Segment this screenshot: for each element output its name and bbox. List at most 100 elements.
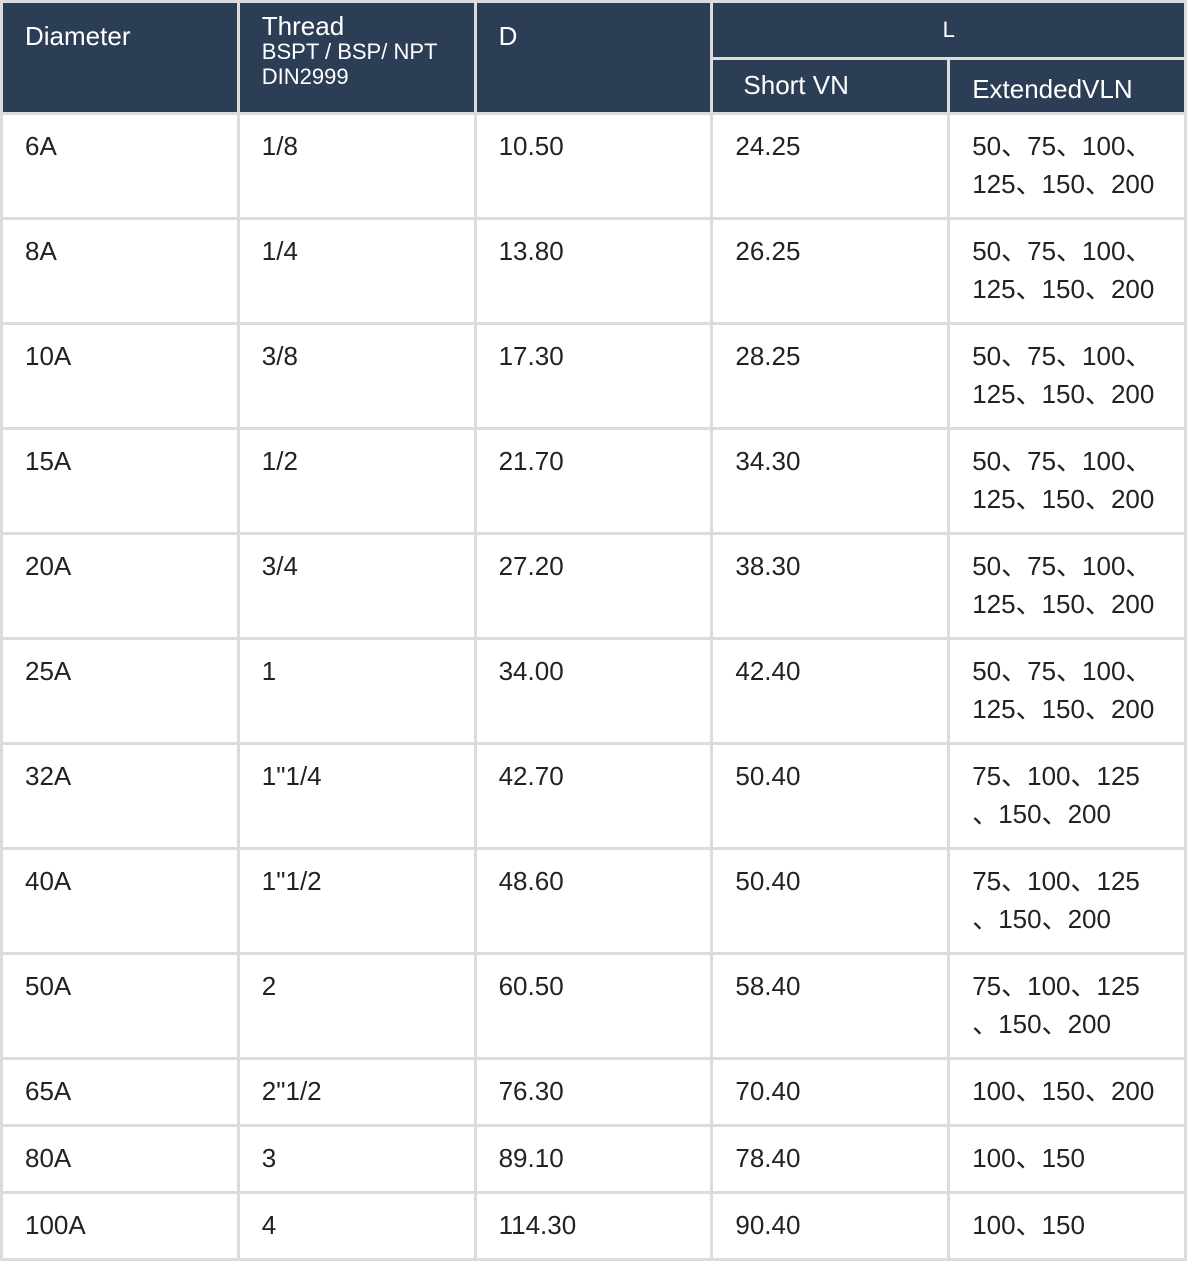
cell-line: 125、150、200 (972, 484, 1155, 514)
table-row: 50A 2 60.50 58.40 75、100、125 、150、200 (3, 955, 1184, 1057)
table-cell: 27.20 (476, 535, 711, 637)
table-row: 40A 1"1/2 48.60 50.40 75、100、125 、150、200 (3, 850, 1184, 952)
header-cell: D (476, 3, 711, 112)
table-cell: 10A (3, 325, 237, 427)
table-cell: 50、75、100、 125、150、200 (950, 430, 1184, 532)
table-cell: 4 (239, 1194, 474, 1258)
table-cell: 1/4 (239, 220, 474, 322)
table-cell: 114.30 (476, 1194, 711, 1258)
table-cell: 26.25 (713, 220, 948, 322)
cell-line: 100、150、200 (972, 1076, 1155, 1106)
table-cell: 1/8 (239, 115, 474, 217)
header-text: DIN2999 (261, 64, 349, 89)
cell-line: 125、150、200 (972, 589, 1155, 619)
table-cell: 15A (3, 430, 237, 532)
cell-line: 125、150、200 (972, 694, 1155, 724)
table-row: 8A 1/4 13.80 26.25 50、75、100、 125、150、200 (3, 220, 1184, 322)
table-cell: 1"1/2 (239, 850, 474, 952)
table-cell: 32A (3, 745, 237, 847)
table-cell: 50、75、100、 125、150、200 (950, 535, 1184, 637)
table-cell: 17.30 (476, 325, 711, 427)
table-cell: 1/2 (239, 430, 474, 532)
table-row: 100A 4 114.30 90.40 100、150 (3, 1194, 1184, 1258)
cell-line: 75、100、125 (972, 866, 1140, 896)
table-cell: 42.40 (713, 640, 948, 742)
header-cell: Diameter (3, 3, 237, 112)
table-cell: 3/4 (239, 535, 474, 637)
cell-line: 50、75、100、 (972, 551, 1152, 581)
header-cell: ExtendedVLN (950, 60, 1184, 112)
table-cell: 13.80 (476, 220, 711, 322)
cell-line: 100、150 (972, 1210, 1085, 1240)
table-cell: 100、150、200 (950, 1060, 1184, 1124)
table-cell: 50、75、100、 125、150、200 (950, 640, 1184, 742)
table-cell: 60.50 (476, 955, 711, 1057)
cell-line: 75、100、125 (972, 971, 1140, 1001)
table-cell: 21.70 (476, 430, 711, 532)
cell-line: 50、75、100、 (972, 131, 1152, 161)
table-row: 15A 1/2 21.70 34.30 50、75、100、 125、150、200 (3, 430, 1184, 532)
cell-line: 、150、200 (972, 1009, 1111, 1039)
cell-line: 、150、200 (972, 799, 1111, 829)
table-row: 10A 3/8 17.30 28.25 50、75、100、 125、150、200 (3, 325, 1184, 427)
table-cell: 75、100、125 、150、200 (950, 850, 1184, 952)
table-body: 6A 1/8 10.50 24.25 50、75、100、 125、150、200 8A 1/… (3, 115, 1184, 1258)
cell-line: 125、150、200 (972, 169, 1155, 199)
cell-line: 、150、200 (972, 904, 1111, 934)
table-cell: 50、75、100、 125、150、200 (950, 220, 1184, 322)
table-cell: 80A (3, 1127, 237, 1191)
table-row: 25A 1 34.00 42.40 50、75、100、 125、150、200 (3, 640, 1184, 742)
table-cell: 58.40 (713, 955, 948, 1057)
table-cell: 25A (3, 640, 237, 742)
table-cell: 50.40 (713, 850, 948, 952)
table-cell: 70.40 (713, 1060, 948, 1124)
table-cell: 50.40 (713, 745, 948, 847)
table-cell: 2 (239, 955, 474, 1057)
table-row: 20A 3/4 27.20 38.30 50、75、100、 125、150、200 (3, 535, 1184, 637)
cell-line: 50、75、100、 (972, 236, 1152, 266)
table-cell: 38.30 (713, 535, 948, 637)
header-cell: Short VN (713, 60, 948, 112)
table-cell: 90.40 (713, 1194, 948, 1258)
table-cell: 6A (3, 115, 237, 217)
table-row: 6A 1/8 10.50 24.25 50、75、100、 125、150、200 (3, 115, 1184, 217)
table-cell: 2"1/2 (239, 1060, 474, 1124)
table-cell: 34.00 (476, 640, 711, 742)
table-cell: 100、150 (950, 1127, 1184, 1191)
table-cell: 89.10 (476, 1127, 711, 1191)
table-cell: 1"1/4 (239, 745, 474, 847)
table-cell: 34.30 (713, 430, 948, 532)
cell-line: 125、150、200 (972, 379, 1155, 409)
table-cell: 75、100、125 、150、200 (950, 745, 1184, 847)
table-cell: 42.70 (476, 745, 711, 847)
cell-line: 50、75、100、 (972, 656, 1152, 686)
table-cell: 3/8 (239, 325, 474, 427)
table-cell: 1 (239, 640, 474, 742)
table-cell: 100A (3, 1194, 237, 1258)
table-cell: 50、75、100、 125、150、200 (950, 115, 1184, 217)
table-cell: 75、100、125 、150、200 (950, 955, 1184, 1057)
header-cell: L (713, 3, 1184, 57)
table-cell: 100、150 (950, 1194, 1184, 1258)
header-text: BSPT / BSP/ NPT (261, 39, 438, 64)
table-cell: 24.25 (713, 115, 948, 217)
table-cell: 76.30 (476, 1060, 711, 1124)
header-cell: Thread BSPT / BSP/ NPT DIN2999 (239, 3, 474, 112)
cell-line: 50、75、100、 (972, 446, 1152, 476)
table-cell: 8A (3, 220, 237, 322)
header-text: Thread (261, 11, 345, 41)
table-cell: 10.50 (476, 115, 711, 217)
cell-line: 100、150 (972, 1143, 1085, 1173)
table-cell: 40A (3, 850, 237, 952)
table-cell: 48.60 (476, 850, 711, 952)
table-cell: 65A (3, 1060, 237, 1124)
table-row: 80A 3 89.10 78.40 100、150 (3, 1127, 1184, 1191)
table-cell: 78.40 (713, 1127, 948, 1191)
table-cell: 50、75、100、 125、150、200 (950, 325, 1184, 427)
table-cell: 20A (3, 535, 237, 637)
table-row: 32A 1"1/4 42.70 50.40 75、100、125 、150、200 (3, 745, 1184, 847)
cell-line: 125、150、200 (972, 274, 1155, 304)
table-cell: 3 (239, 1127, 474, 1191)
table-row: 65A 2"1/2 76.30 70.40 100、150、200 (3, 1060, 1184, 1124)
